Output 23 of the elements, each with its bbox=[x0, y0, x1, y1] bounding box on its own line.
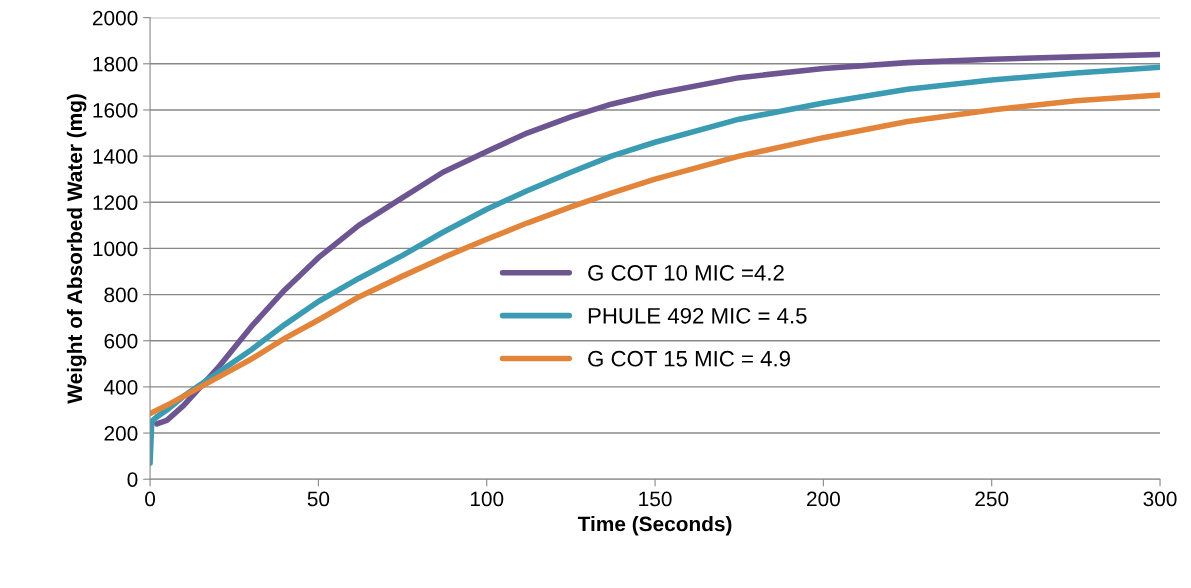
y-tick-label: 600 bbox=[104, 333, 138, 349]
y-axis-title: Weight of Absorbed Water (mg) bbox=[66, 94, 87, 404]
y-tick-label: 0 bbox=[127, 472, 138, 487]
x-tick-label: 50 bbox=[307, 491, 330, 507]
y-tick-label: 1200 bbox=[93, 195, 138, 211]
x-tick-label: 150 bbox=[639, 491, 672, 507]
x-tick-label: 300 bbox=[1143, 491, 1177, 507]
x-tick-label: 200 bbox=[807, 491, 840, 507]
legend-label: PHULE 492 MIC = 4.5 bbox=[588, 307, 807, 324]
y-tick-label: 200 bbox=[104, 426, 138, 441]
x-tick-label: 0 bbox=[145, 491, 156, 507]
y-tick-label: 1600 bbox=[93, 102, 138, 118]
y-tick-label: 400 bbox=[103, 379, 138, 395]
legend-label: G COT 10 MIC =4.2 bbox=[588, 264, 784, 281]
y-tick-label: 1400 bbox=[93, 149, 138, 164]
y-tick-label: 2000 bbox=[92, 10, 138, 26]
legend-label: G COT 15 MIC = 4.9 bbox=[588, 350, 790, 367]
x-tick-label: 100 bbox=[470, 491, 504, 507]
y-tick-label: 1800 bbox=[93, 56, 138, 72]
y-tick-label: 800 bbox=[104, 287, 138, 303]
x-tick-label: 250 bbox=[975, 491, 1009, 507]
y-tick-label: 1000 bbox=[93, 241, 138, 257]
x-axis-title: Time (Seconds) bbox=[577, 516, 732, 536]
